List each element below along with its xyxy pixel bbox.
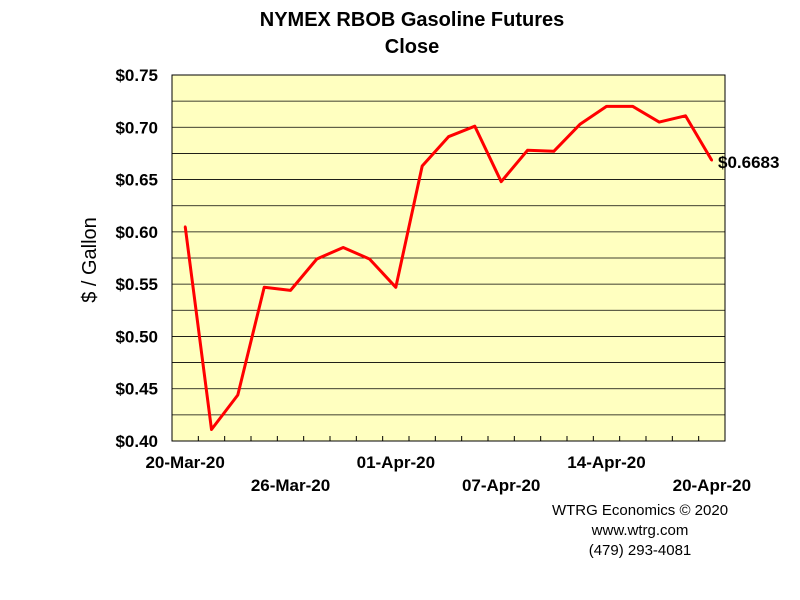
data-point [499,180,503,183]
last-value-label: $0.6683 [718,153,779,172]
x-tick-label: 14-Apr-20 [567,453,645,472]
x-tick-labels: 20-Mar-20 26-Mar-20 01-Apr-20 07-Apr-20 14-A… [145,436,751,495]
x-tick-label: 20-Mar-20 [145,453,224,472]
data-point [710,159,714,162]
data-point [605,105,608,108]
data-point [447,135,450,138]
data-point [289,289,292,292]
data-point [183,225,187,228]
data-point [552,150,556,153]
y-tick-label: $0.70 [115,118,158,137]
y-tick-label: $0.55 [115,275,158,294]
data-point [526,149,529,152]
data-point [368,257,371,261]
y-axis-label: $ / Gallon [79,217,101,303]
x-tick-label: 20-Apr-20 [673,476,751,495]
data-point [315,257,319,261]
x-tick-label: 26-Mar-20 [251,476,330,495]
data-point [394,286,398,289]
grid-lines [172,100,725,416]
data-point [420,164,424,168]
credit-line-1: WTRG Economics © 2020 [552,502,728,519]
x-tick-label: 01-Apr-20 [357,453,435,472]
y-tick-label: $0.50 [115,327,158,346]
data-point [631,105,635,108]
data-point [210,428,213,431]
y-tick-labels: $0.40 $0.45 $0.50 $0.55 $0.60 $0.65 $0.70 $0.75 [115,66,158,451]
chart-subtitle: Close [385,36,439,58]
credit-line-2: www.wtrg.com [591,522,689,539]
y-tick-label: $0.60 [115,223,158,242]
series-line [183,104,714,431]
data-point [262,286,266,289]
y-tick-label: $0.45 [115,380,158,399]
data-point [578,122,582,126]
chart-title: NYMEX RBOB Gasoline Futures [260,9,565,31]
y-tick-label: $0.65 [115,171,158,190]
data-point [341,246,345,249]
x-tick-label: 07-Apr-20 [462,476,540,495]
data-point [236,393,240,397]
y-tick-label: $0.40 [115,432,158,451]
data-point [657,120,661,124]
y-tick-label: $0.75 [115,66,158,85]
data-point [684,114,687,117]
credit-line-3: (479) 293-4081 [589,542,692,559]
data-point [473,125,477,128]
